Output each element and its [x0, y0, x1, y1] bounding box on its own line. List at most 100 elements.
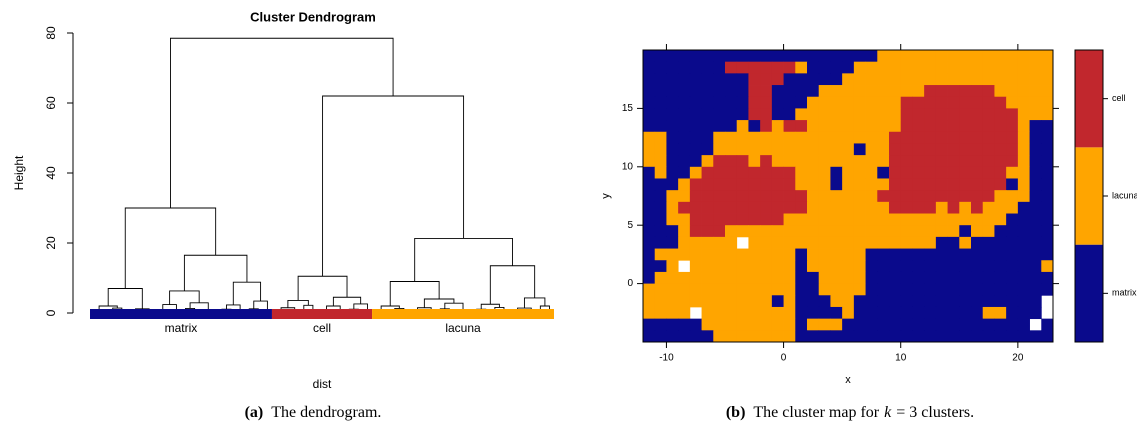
cell — [748, 306, 761, 320]
cell — [971, 271, 984, 284]
cell — [666, 295, 679, 308]
cell — [736, 248, 749, 261]
cell — [783, 213, 796, 226]
cell — [889, 318, 902, 331]
cell — [842, 190, 855, 203]
cell — [994, 131, 1007, 144]
cell — [830, 248, 843, 261]
cell — [748, 155, 761, 168]
cell — [678, 213, 691, 226]
cell — [725, 155, 738, 168]
cell — [853, 131, 866, 144]
cell — [900, 306, 913, 320]
cell — [877, 73, 890, 86]
cell — [971, 201, 984, 214]
cell — [1017, 131, 1030, 144]
cell — [713, 236, 726, 249]
cell — [853, 260, 866, 273]
cell — [971, 166, 984, 179]
cell — [783, 178, 796, 191]
cell — [900, 143, 913, 156]
y-tick-label: 15 — [622, 103, 634, 114]
cell — [666, 213, 679, 226]
cell — [689, 225, 702, 238]
cell — [912, 318, 925, 331]
cell — [924, 213, 937, 226]
cell — [725, 50, 738, 63]
cell — [666, 96, 679, 109]
cell — [807, 248, 820, 261]
cell — [877, 260, 890, 273]
cell — [842, 260, 855, 273]
cell — [1017, 61, 1030, 74]
cell — [713, 50, 726, 63]
cell — [842, 236, 855, 249]
cell — [959, 120, 972, 133]
cell — [959, 61, 972, 74]
cell — [924, 318, 937, 331]
cell — [830, 225, 843, 238]
cell — [795, 143, 808, 156]
cell — [994, 225, 1007, 238]
cell — [853, 225, 866, 238]
cell — [725, 260, 738, 273]
cell — [853, 283, 866, 296]
cell — [795, 260, 808, 273]
cell — [678, 85, 691, 98]
cell — [865, 96, 878, 109]
cell — [760, 271, 773, 284]
cell — [853, 85, 866, 98]
cell — [795, 178, 808, 191]
x-axis-label: dist — [313, 377, 332, 391]
cell — [889, 96, 902, 109]
cell — [818, 61, 831, 74]
cell — [725, 131, 738, 144]
cell — [654, 108, 667, 121]
cell — [1006, 271, 1019, 284]
cell — [1006, 295, 1019, 308]
cell — [877, 178, 890, 191]
cell — [947, 85, 960, 98]
cell — [1006, 236, 1019, 249]
cell — [771, 166, 784, 179]
cell — [947, 271, 960, 284]
cell — [853, 143, 866, 156]
cell — [982, 260, 995, 273]
cell — [795, 85, 808, 98]
cell — [783, 201, 796, 214]
cell — [959, 295, 972, 308]
cell — [1006, 248, 1019, 261]
cell — [771, 50, 784, 63]
caption: (b) The cluster map for k = 3 clusters. — [726, 404, 974, 421]
cell — [713, 248, 726, 261]
cell — [982, 85, 995, 98]
cell — [842, 143, 855, 156]
cell — [748, 178, 761, 191]
cell — [725, 143, 738, 156]
cell — [736, 61, 749, 74]
cell — [1017, 96, 1030, 109]
cell — [1017, 248, 1030, 261]
caption: (a) The dendrogram. — [245, 404, 382, 421]
cell — [842, 50, 855, 63]
cell — [748, 50, 761, 63]
cell — [1029, 248, 1042, 261]
cell — [830, 85, 843, 98]
cell — [1041, 120, 1054, 133]
cell — [842, 73, 855, 86]
cell — [760, 120, 773, 133]
cell — [889, 178, 902, 191]
cell — [807, 213, 820, 226]
cell — [1041, 225, 1054, 238]
cell — [1017, 178, 1030, 191]
cell — [795, 201, 808, 214]
cell — [725, 236, 738, 249]
cell — [1017, 85, 1030, 98]
cell — [865, 306, 878, 320]
cell — [678, 271, 691, 284]
cell — [1029, 178, 1042, 191]
cell — [654, 73, 667, 86]
y-tick-label: 60 — [44, 96, 58, 110]
cell — [654, 225, 667, 238]
cell — [912, 155, 925, 168]
